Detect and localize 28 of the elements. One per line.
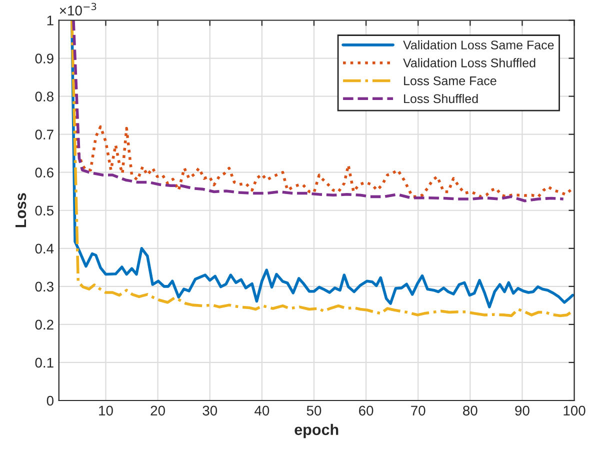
x-tick-label: 10 bbox=[99, 406, 113, 416]
x-tick-label: 20 bbox=[150, 406, 165, 416]
x-tick-label: 40 bbox=[254, 406, 270, 416]
legend-label: Validation Loss Shuffled bbox=[403, 58, 536, 68]
x-tick-label: 100 bbox=[564, 406, 586, 416]
y-tick-label: 0.6 bbox=[35, 168, 54, 178]
y-tick-label: 0.1 bbox=[35, 358, 54, 368]
y-tick-label: 0.5 bbox=[35, 206, 54, 216]
y-tick-label: 0 bbox=[46, 396, 54, 406]
text: ×10$^{−3}$ bbox=[60, 2, 96, 16]
y-tick-label: 0.9 bbox=[35, 54, 54, 64]
y-tick-label: 1 bbox=[47, 16, 54, 26]
y-axis-title: Loss bbox=[15, 193, 26, 228]
x-tick-label: 60 bbox=[359, 406, 374, 416]
y-tick-label: 0.7 bbox=[35, 130, 54, 140]
y-tick-label: 0.2 bbox=[35, 320, 54, 330]
x-tick-label: 80 bbox=[463, 406, 478, 416]
legend-label: Validation Loss Same Face bbox=[403, 40, 554, 50]
y-tick-label: 0.8 bbox=[35, 92, 54, 102]
legend-label: Loss Shuffled bbox=[404, 94, 478, 104]
x-tick-label: 70 bbox=[411, 406, 426, 416]
x-tick-label: 30 bbox=[202, 406, 218, 416]
x-axis-title: epoch bbox=[294, 424, 338, 438]
x-tick-label: 90 bbox=[515, 406, 530, 416]
y-tick-label: 0.3 bbox=[35, 282, 54, 292]
x-tick-label: 50 bbox=[306, 406, 322, 416]
y-tick-label: 0.4 bbox=[35, 244, 54, 254]
legend-label: Loss Same Face bbox=[404, 76, 496, 86]
